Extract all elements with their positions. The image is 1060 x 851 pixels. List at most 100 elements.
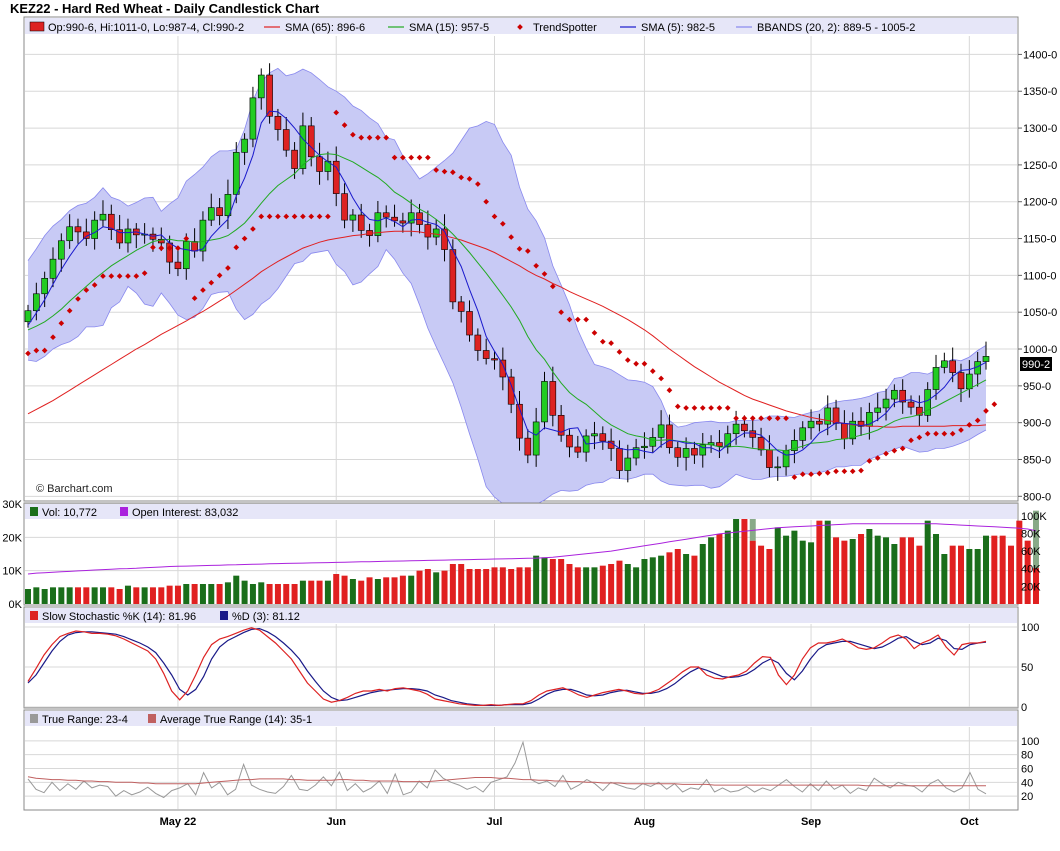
candle-down: [424, 224, 432, 238]
price-tick-label: 1150-0: [1023, 234, 1056, 246]
legend-ohlc-swatch: [29, 21, 45, 32]
volume-bar: [183, 584, 190, 604]
stochastic-grid: [25, 624, 1017, 708]
trendspotter-marker: [641, 360, 648, 367]
candle-up: [966, 373, 973, 390]
trendspotter-marker: [283, 213, 290, 220]
sma5-line: [27, 110, 987, 456]
candle-down: [666, 424, 673, 449]
trendspotter-marker: [591, 329, 598, 336]
legend-trendspotter-swatch: [517, 24, 523, 30]
open-interest-tick-label: 20K: [1021, 581, 1041, 593]
trendspotter-marker: [983, 408, 989, 414]
volume-axis: 0K 10K 20K 30K 20K 40K 60K 80K 100K: [2, 499, 1047, 611]
trendspotter-marker: [208, 279, 215, 286]
trendspotter-marker: [966, 422, 973, 428]
candle-down: [191, 241, 198, 252]
candle-down: [274, 115, 282, 130]
volume-bar: [149, 587, 156, 604]
candle-down: [674, 447, 682, 458]
volume-bar: [566, 564, 573, 604]
trendspotter-marker: [191, 295, 198, 302]
price-tick-label: 1000-0: [1023, 344, 1057, 356]
candle-up: [66, 226, 73, 242]
trendspotter-marker: [408, 154, 415, 161]
volume-bar: [233, 575, 240, 604]
legend-tr-swatch: [30, 714, 38, 723]
candle-down: [74, 226, 82, 233]
trendspotter-marker: [749, 415, 756, 422]
trendspotter-marker: [824, 469, 831, 476]
volume-bar: [774, 527, 781, 604]
candle-up: [941, 360, 948, 368]
open-interest-line: [27, 523, 1037, 575]
legend-k-swatch: [30, 611, 38, 620]
candle-up: [232, 152, 240, 195]
volume-bar: [49, 587, 56, 604]
volume-bar: [608, 564, 615, 604]
volume-bar: [341, 575, 348, 604]
stochastic-axis: 0 50 100: [1021, 622, 1039, 714]
candle-down: [749, 430, 757, 438]
volume-bar: [266, 584, 273, 604]
trendspotter-marker: [133, 273, 140, 279]
trendspotter-marker: [558, 309, 564, 316]
volume-legend-bar: [25, 504, 1017, 519]
volume-bar: [508, 569, 515, 604]
volume-bar: [849, 539, 856, 604]
trendspotter-marker: [175, 245, 181, 251]
candle-up: [249, 97, 257, 140]
trendspotter-marker: [125, 273, 131, 279]
trendspotter-marker: [216, 272, 223, 279]
candle-down: [566, 434, 573, 448]
stochastic-k-line: [27, 627, 987, 707]
volume-bar: [441, 570, 448, 604]
stochastic-tick-label: 0: [1021, 702, 1027, 714]
true-range-legend-bar: [25, 711, 1017, 726]
volume-bar: [516, 567, 523, 604]
volume-bar: [824, 520, 831, 604]
stochastic-legend-bar: [25, 608, 1017, 623]
trendspotter-marker: [916, 434, 923, 441]
legend-sma15: SMA (15): 957-5: [409, 22, 489, 34]
volume-bar: [708, 537, 715, 604]
volume-bar: [616, 560, 623, 604]
trendspotter-marker: [774, 415, 781, 422]
trendspotter-marker: [699, 405, 706, 411]
candle-up: [982, 356, 990, 362]
month-label: Jun: [326, 816, 346, 828]
volume-bar: [166, 585, 173, 604]
trendspotter-marker: [766, 415, 773, 422]
trendspotter-marker: [974, 417, 981, 424]
volume-bar: [683, 554, 690, 604]
candle-down: [841, 423, 848, 440]
volume-bar: [641, 559, 648, 604]
volume-bar: [191, 584, 198, 604]
volume-bar: [499, 567, 506, 604]
candle-down: [457, 301, 465, 312]
volume-bar: [524, 567, 531, 604]
volume-bar: [349, 579, 356, 604]
trendspotter-marker: [533, 262, 539, 269]
candle-down: [174, 261, 182, 270]
candle-up: [849, 420, 857, 440]
candle-up: [91, 219, 98, 239]
trendspotter-marker: [350, 131, 356, 138]
trendspotter-marker: [891, 447, 898, 454]
trendspotter-marker: [391, 154, 398, 161]
volume-bar: [1016, 520, 1023, 604]
volume-bar: [808, 542, 815, 604]
legend-d-swatch: [220, 611, 228, 620]
volume-bar: [41, 589, 48, 604]
candle-up: [624, 457, 632, 471]
volume-bar: [549, 559, 556, 604]
volume-bar: [274, 584, 281, 604]
trendspotter-marker: [758, 415, 764, 422]
candle-up: [24, 310, 32, 323]
trendspotter-marker: [658, 375, 664, 382]
candle-down: [307, 125, 315, 158]
candle-up: [649, 437, 657, 447]
price-tick-label: 1200-0: [1023, 197, 1057, 209]
volume-tick-label: 0K: [9, 599, 23, 611]
